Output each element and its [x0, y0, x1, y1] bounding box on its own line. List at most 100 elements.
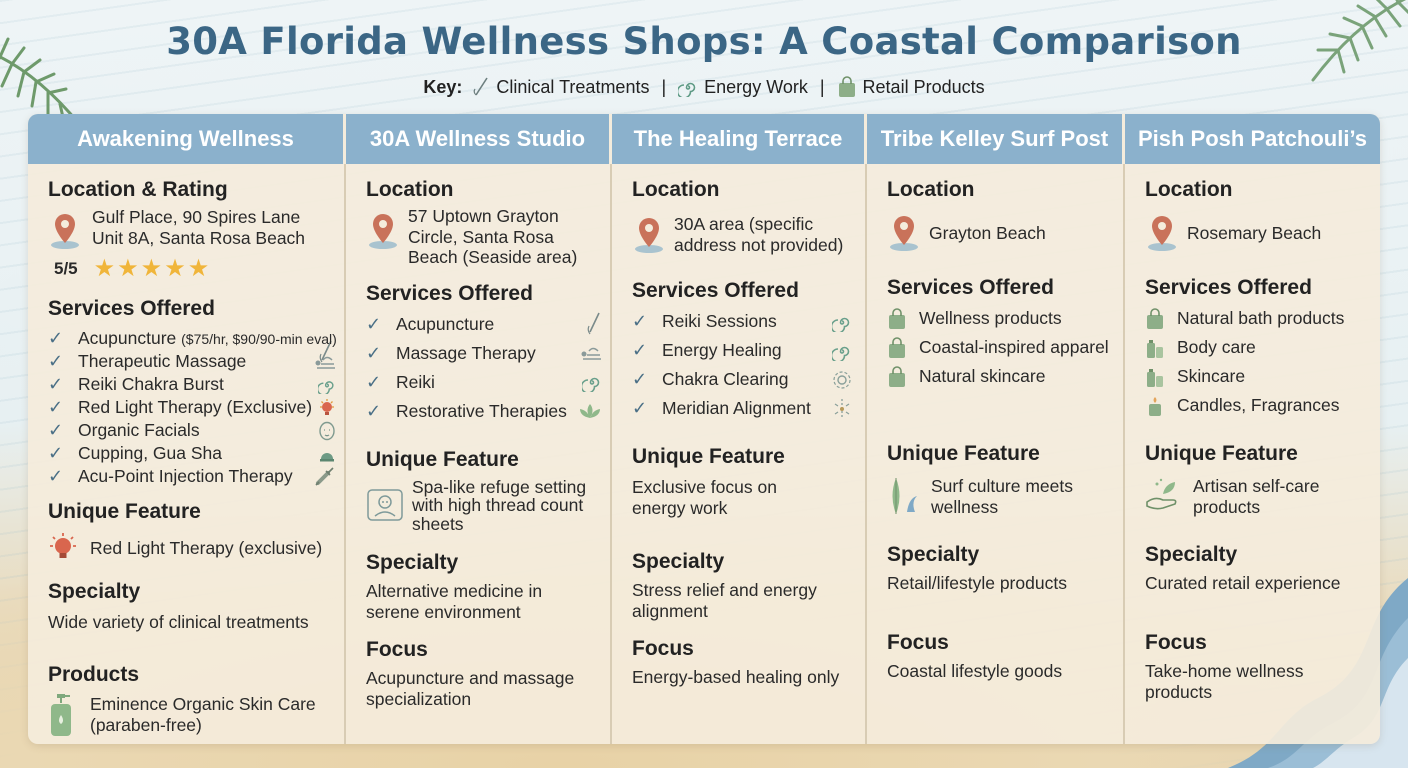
- services-heading: Services Offered: [366, 281, 533, 305]
- services-heading: Services Offered: [632, 279, 799, 302]
- shop-header-pish-posh: Pish Posh Patchouli’s: [1125, 114, 1380, 164]
- products-heading: Products: [48, 663, 140, 686]
- services-heading: Services Offered: [887, 276, 1054, 299]
- bag-icon: [889, 336, 905, 358]
- list-item: Natural skincare: [887, 362, 1123, 391]
- spiral-icon: [832, 346, 850, 361]
- feature-line: Exclusive focus on: [632, 477, 777, 497]
- list-item: ✓ Acupuncture: [366, 310, 602, 339]
- feature-line: with high thread count: [412, 495, 584, 515]
- checkmark-icon: ✓: [48, 466, 64, 486]
- specialty-heading: Specialty: [366, 551, 459, 574]
- feature-heading: Unique Feature: [887, 442, 1040, 465]
- lightbulb-icon: [320, 398, 334, 415]
- checkmark-icon: ✓: [632, 340, 648, 360]
- feature-line: sheets: [412, 513, 464, 534]
- specialty-line: Stress relief and energy: [632, 580, 817, 600]
- shop-header-awakening-wellness: Awakening Wellness: [28, 114, 346, 164]
- map-pin-icon: [1148, 216, 1176, 251]
- specialty-line: Retail/lifestyle products: [887, 573, 1067, 593]
- chakra-icon: [833, 370, 851, 389]
- legend-separator: |: [661, 76, 667, 97]
- specialty-heading: Specialty: [48, 580, 141, 603]
- list-item: ✓ Acupuncture ($75/hr, $90/90-min eval): [48, 328, 337, 348]
- shop-header-tribe-kelley: Tribe Kelley Surf Post: [867, 114, 1125, 164]
- legend-item-clinical: Clinical Treatments: [496, 76, 650, 97]
- focus-line: Take-home wellness: [1145, 661, 1304, 681]
- address-line: Beach (Seaside area): [408, 247, 578, 267]
- checkmark-icon: ✓: [48, 328, 64, 348]
- focus-heading: Focus: [887, 631, 949, 654]
- massage-icon: [581, 347, 601, 360]
- address-line: address not provided): [674, 234, 844, 255]
- legend-item-retail: Retail Products: [862, 76, 985, 97]
- address-line: Circle, Santa Rosa: [408, 226, 554, 247]
- needle-icon: [587, 312, 600, 335]
- feature-line: products: [1193, 496, 1261, 517]
- header-row: Awakening Wellness 30A Wellness Studio T…: [28, 114, 1380, 164]
- checkmark-icon: ✓: [366, 342, 382, 363]
- services-heading: Services Offered: [1145, 276, 1312, 299]
- checkmark-icon: ✓: [48, 374, 64, 394]
- product-line: (paraben-free): [90, 715, 202, 735]
- feature-line: Spa-like refuge setting: [412, 476, 587, 497]
- specialty-line: Alternative medicine in: [366, 581, 543, 601]
- services-list: ✓ Acupuncture ✓ Massage Therapy ✓ Reiki ✓ Re…: [366, 310, 602, 426]
- focus-heading: Focus: [366, 638, 428, 661]
- address-line: Unit 8A, Santa Rosa Beach: [92, 228, 306, 248]
- feature-heading: Unique Feature: [1145, 442, 1298, 465]
- legend-label: Key:: [423, 76, 463, 97]
- list-item: Candles, Fragrances: [1145, 391, 1380, 420]
- shop-column-pish-posh: Location Rosemary Beach Services Offered…: [1125, 164, 1380, 744]
- feature-heading: Unique Feature: [48, 500, 201, 523]
- location-heading: Location: [887, 178, 975, 201]
- services-list: Natural bath products Body care Skincare…: [1145, 304, 1380, 420]
- address-line: Grayton Beach: [929, 222, 1046, 243]
- cupping-icon: [320, 452, 334, 461]
- services-list: ✓ Reiki Sessions ✓ Energy Healing ✓ Chakra …: [632, 307, 852, 423]
- bag-icon: [1147, 307, 1163, 329]
- location-heading: Location: [1145, 178, 1233, 201]
- spiral-icon: [582, 377, 600, 392]
- massage-icon: [315, 356, 335, 369]
- focus-heading: Focus: [1145, 631, 1207, 654]
- shop-column-healing-terrace: Location 30A area (specific address not …: [612, 164, 867, 744]
- list-item: Body care: [1145, 333, 1380, 362]
- legend: Key: Clinical Treatments | Energy Work |…: [0, 76, 1408, 98]
- checkmark-icon: ✓: [632, 398, 648, 418]
- needle-icon: [474, 77, 489, 96]
- specialty-line: Curated retail experience: [1145, 573, 1341, 593]
- face-icon: [319, 421, 335, 440]
- feature-heading: Unique Feature: [632, 445, 785, 468]
- hand-leaf-icon: [1146, 478, 1177, 510]
- product-line: Eminence Organic Skin Care: [90, 694, 316, 714]
- focus-line: Acupuncture and massage: [366, 668, 575, 688]
- list-item: ✓ Reiki Sessions: [632, 307, 852, 336]
- bag-icon: [889, 307, 905, 329]
- list-item: ✓ Acu-Point Injection Therapy: [48, 465, 336, 488]
- specialty-heading: Specialty: [1145, 543, 1238, 566]
- shop-header-30a-wellness-studio: 30A Wellness Studio: [346, 114, 612, 164]
- shop-column-30a-wellness-studio: Location 57 Uptown Grayton Circle, Santa…: [346, 164, 612, 744]
- spiral-icon: [318, 380, 334, 394]
- checkmark-icon: ✓: [366, 400, 382, 421]
- list-item: ✓ Meridian Alignment: [632, 394, 852, 423]
- feature-line: wellness: [931, 496, 999, 517]
- focus-heading: Focus: [632, 637, 694, 660]
- shop-column-tribe-kelley: Location Grayton Beach Services Offered …: [867, 164, 1125, 744]
- list-item: ✓ Reiki: [366, 368, 602, 397]
- feature-line: Surf culture meets: [931, 476, 1073, 496]
- star-rating-icon: ★★★★★: [93, 255, 212, 282]
- rating-value: 5/5: [54, 258, 78, 278]
- specialty-heading: Specialty: [887, 543, 980, 566]
- pump-bottle-icon: [51, 694, 71, 736]
- address-line: Rosemary Beach: [1187, 222, 1322, 243]
- specialty-line: alignment: [632, 600, 708, 621]
- lotus-icon: [580, 404, 600, 418]
- checkmark-icon: ✓: [632, 369, 648, 389]
- services-list: ✓ Acupuncture ($75/hr, $90/90-min eval) ✓…: [48, 327, 337, 488]
- specialty-line: serene environment: [366, 601, 521, 622]
- feature-line: energy work: [632, 497, 728, 518]
- price-note: ($75/hr, $90/90-min eval): [181, 330, 337, 347]
- map-pin-icon: [890, 216, 918, 251]
